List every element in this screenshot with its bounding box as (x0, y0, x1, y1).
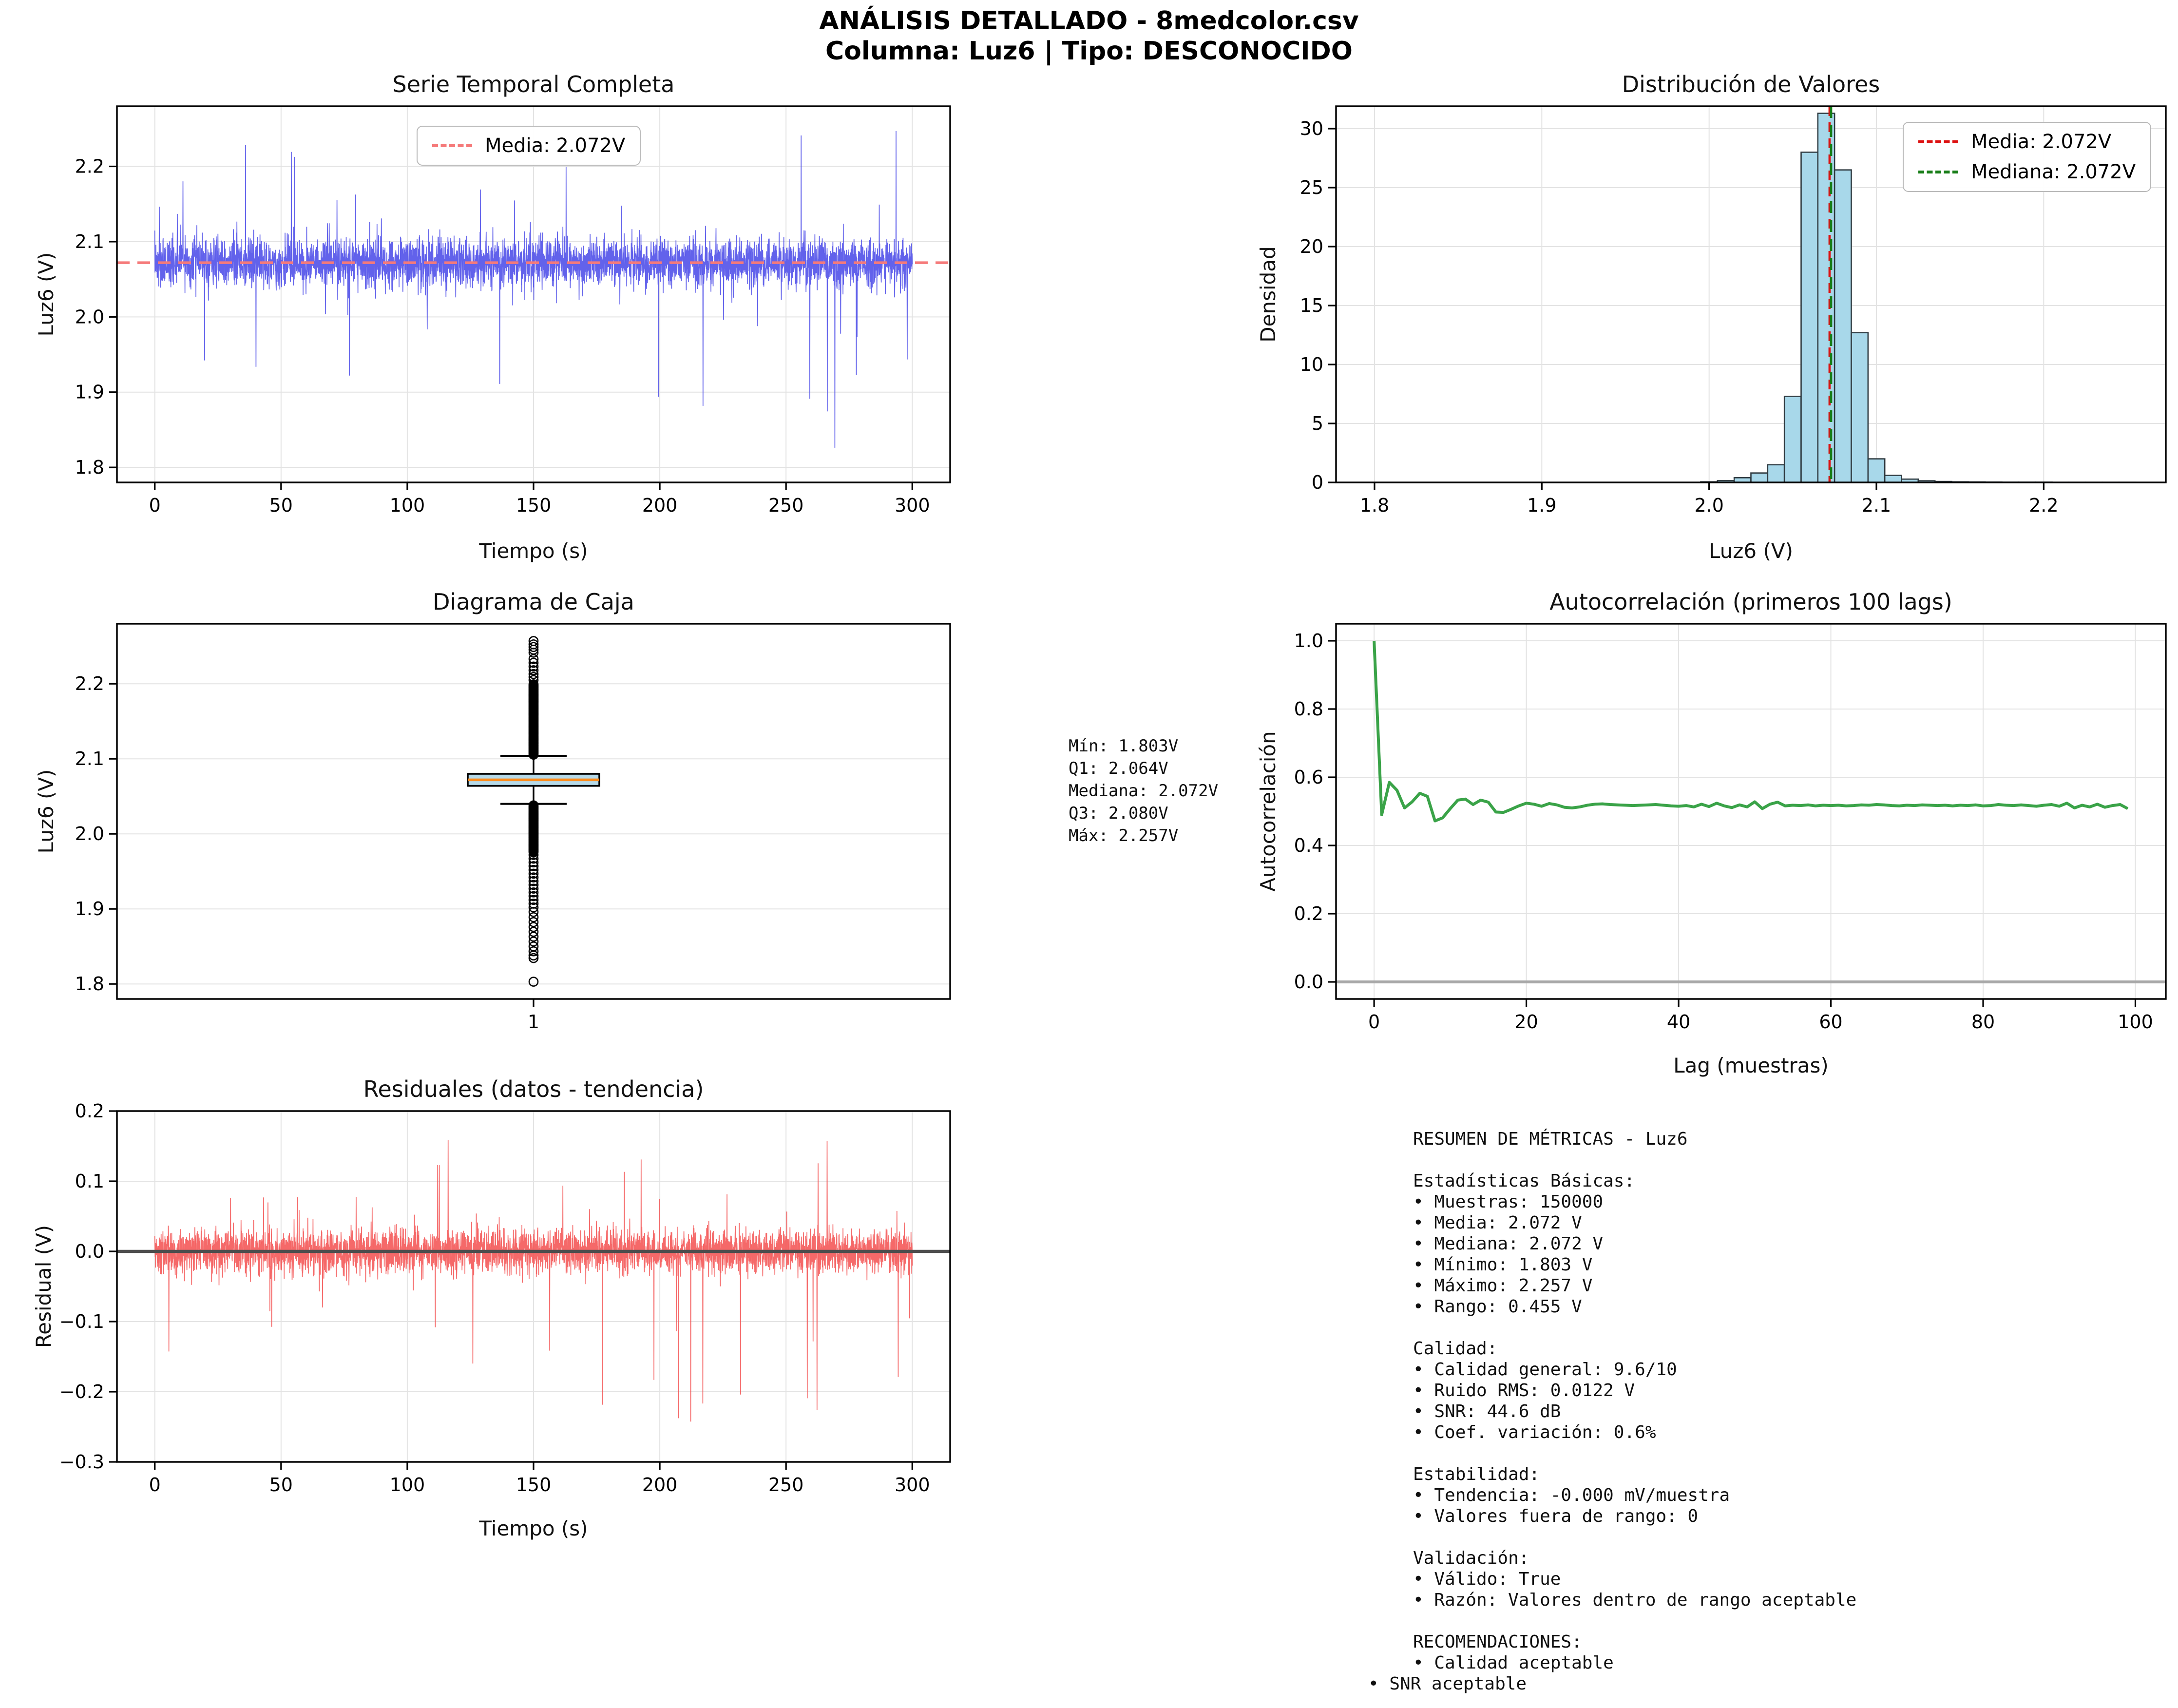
resid-frame-ticks: 0 50 100 150 200 250 300 −0.3 −0.2 −0.1 0.0 0.1 0.2 (59, 1100, 951, 1496)
svg-text:50: 50 (269, 495, 293, 516)
svg-text:2.2: 2.2 (75, 673, 104, 694)
box-outliers (528, 636, 539, 987)
acf-xlabel: Lag (muestras) (1673, 1054, 1829, 1077)
svg-text:50: 50 (269, 1474, 293, 1496)
svg-text:0: 0 (149, 495, 161, 516)
metrics-summary-text: RESUMEN DE MÉTRICAS - Luz6 Estadísticas … (1368, 1129, 1857, 1694)
boxplot-stats-text: Mín: 1.803V Q1: 2.064V Mediana: 2.072V Q3: … (1069, 736, 1219, 845)
acf-ylabel: Autocorrelación (1256, 731, 1280, 892)
svg-text:150: 150 (516, 495, 552, 516)
hist-ylabel: Densidad (1256, 246, 1280, 343)
hist-frame-ticks: 1.8 1.9 2.0 2.1 2.2 0 5 10 15 20 25 30 (1300, 105, 2167, 516)
svg-text:150: 150 (516, 1474, 552, 1496)
svg-text:0.2: 0.2 (1294, 903, 1323, 924)
svg-text:20: 20 (1514, 1011, 1538, 1033)
resid-axes (117, 1111, 950, 1462)
svg-text:1.8: 1.8 (1360, 495, 1389, 516)
hist-title: Distribución de Valores (1622, 71, 1880, 97)
figure-title-line1: ANÁLISIS DETALLADO - 8medcolor.csv (819, 6, 1359, 36)
legend-serie-media: Media: 2.072V (432, 134, 625, 157)
svg-text:1: 1 (528, 1011, 539, 1033)
svg-text:0.0: 0.0 (75, 1241, 104, 1262)
box-ylabel: Luz6 (V) (34, 769, 58, 854)
svg-text:1.0: 1.0 (1294, 630, 1323, 652)
svg-text:1.8: 1.8 (75, 973, 104, 995)
svg-text:0.2: 0.2 (75, 1100, 104, 1122)
svg-text:2.0: 2.0 (1694, 495, 1723, 516)
acf-frame-ticks: 0 20 40 60 80 100 0.0 0.2 0.4 0.6 0.8 1.0 (1294, 623, 2167, 1033)
svg-text:1.9: 1.9 (75, 898, 104, 920)
svg-text:250: 250 (768, 1474, 804, 1496)
acf-axes (1336, 624, 2166, 999)
svg-text:80: 80 (1971, 1011, 1995, 1033)
svg-text:30: 30 (1300, 118, 1323, 139)
media-dash-icon (1918, 140, 1958, 143)
figure-title-line2: Columna: Luz6 | Tipo: DESCONOCIDO (825, 37, 1353, 66)
acf-title: Autocorrelación (primeros 100 lags) (1549, 589, 1952, 615)
legend-serie-media-label: Media: 2.072V (485, 134, 626, 157)
svg-text:200: 200 (642, 1474, 678, 1496)
svg-text:0: 0 (1368, 1011, 1380, 1033)
box-glyph (467, 755, 600, 805)
svg-text:20: 20 (1300, 236, 1323, 257)
svg-text:2.0: 2.0 (75, 306, 104, 327)
svg-text:1.8: 1.8 (75, 457, 104, 478)
serie-xlabel: Tiempo (s) (479, 539, 588, 563)
svg-text:40: 40 (1667, 1011, 1690, 1033)
svg-text:0.6: 0.6 (1294, 767, 1323, 788)
svg-text:300: 300 (895, 1474, 930, 1496)
svg-text:2.2: 2.2 (75, 156, 104, 177)
hist-xlabel: Luz6 (V) (1709, 539, 1793, 563)
svg-text:0.1: 0.1 (75, 1171, 104, 1192)
svg-text:2.0: 2.0 (75, 823, 104, 844)
svg-text:2.2: 2.2 (2029, 495, 2058, 516)
svg-text:0: 0 (149, 1474, 161, 1496)
media-dash-icon (432, 144, 472, 147)
svg-text:−0.3: −0.3 (59, 1451, 104, 1473)
svg-text:100: 100 (2118, 1011, 2153, 1033)
legend-hist: Media: 2.072V Mediana: 2.072V (1903, 122, 2152, 192)
serie-line (154, 131, 913, 448)
svg-text:0: 0 (1312, 472, 1323, 493)
svg-text:−0.1: −0.1 (59, 1311, 104, 1332)
svg-text:−0.2: −0.2 (59, 1381, 104, 1402)
legend-hist-mediana-label: Mediana: 2.072V (1971, 161, 2136, 183)
svg-text:15: 15 (1300, 295, 1323, 316)
svg-text:2.1: 2.1 (75, 231, 104, 252)
svg-text:0.0: 0.0 (1294, 971, 1323, 993)
box-frame-ticks: 1 1.8 1.9 2.0 2.1 2.2 (75, 623, 951, 1033)
svg-text:200: 200 (642, 495, 678, 516)
svg-text:250: 250 (768, 495, 804, 516)
svg-text:0.8: 0.8 (1294, 698, 1323, 720)
serie-frame-ticks: 0 50 100 150 200 250 300 1.8 1.9 2.0 2.1 2.2 (75, 105, 951, 516)
svg-text:100: 100 (390, 495, 425, 516)
svg-text:60: 60 (1819, 1011, 1842, 1033)
serie-title: Serie Temporal Completa (392, 71, 675, 97)
mediana-dash-icon (1918, 171, 1958, 173)
legend-hist-mediana: Mediana: 2.072V (1918, 161, 2136, 183)
serie-ylabel: Luz6 (V) (34, 252, 58, 337)
acf-line (1373, 640, 2129, 823)
svg-text:1.9: 1.9 (75, 382, 104, 403)
svg-text:5: 5 (1312, 413, 1323, 434)
svg-text:300: 300 (895, 495, 930, 516)
svg-text:1.9: 1.9 (1527, 495, 1556, 516)
box-title: Diagrama de Caja (433, 589, 634, 615)
resid-xlabel: Tiempo (s) (479, 1516, 588, 1540)
svg-text:25: 25 (1300, 177, 1323, 198)
legend-serie: Media: 2.072V (417, 126, 641, 166)
svg-text:0.4: 0.4 (1294, 835, 1323, 856)
resid-ylabel: Residual (V) (32, 1225, 56, 1348)
svg-text:2.1: 2.1 (75, 748, 104, 769)
legend-hist-media: Media: 2.072V (1918, 131, 2136, 153)
svg-text:100: 100 (390, 1474, 425, 1496)
svg-text:10: 10 (1300, 354, 1323, 375)
legend-hist-media-label: Media: 2.072V (1971, 131, 2112, 153)
resid-title: Residuales (datos - tendencia) (363, 1076, 704, 1102)
svg-text:2.1: 2.1 (1862, 495, 1891, 516)
